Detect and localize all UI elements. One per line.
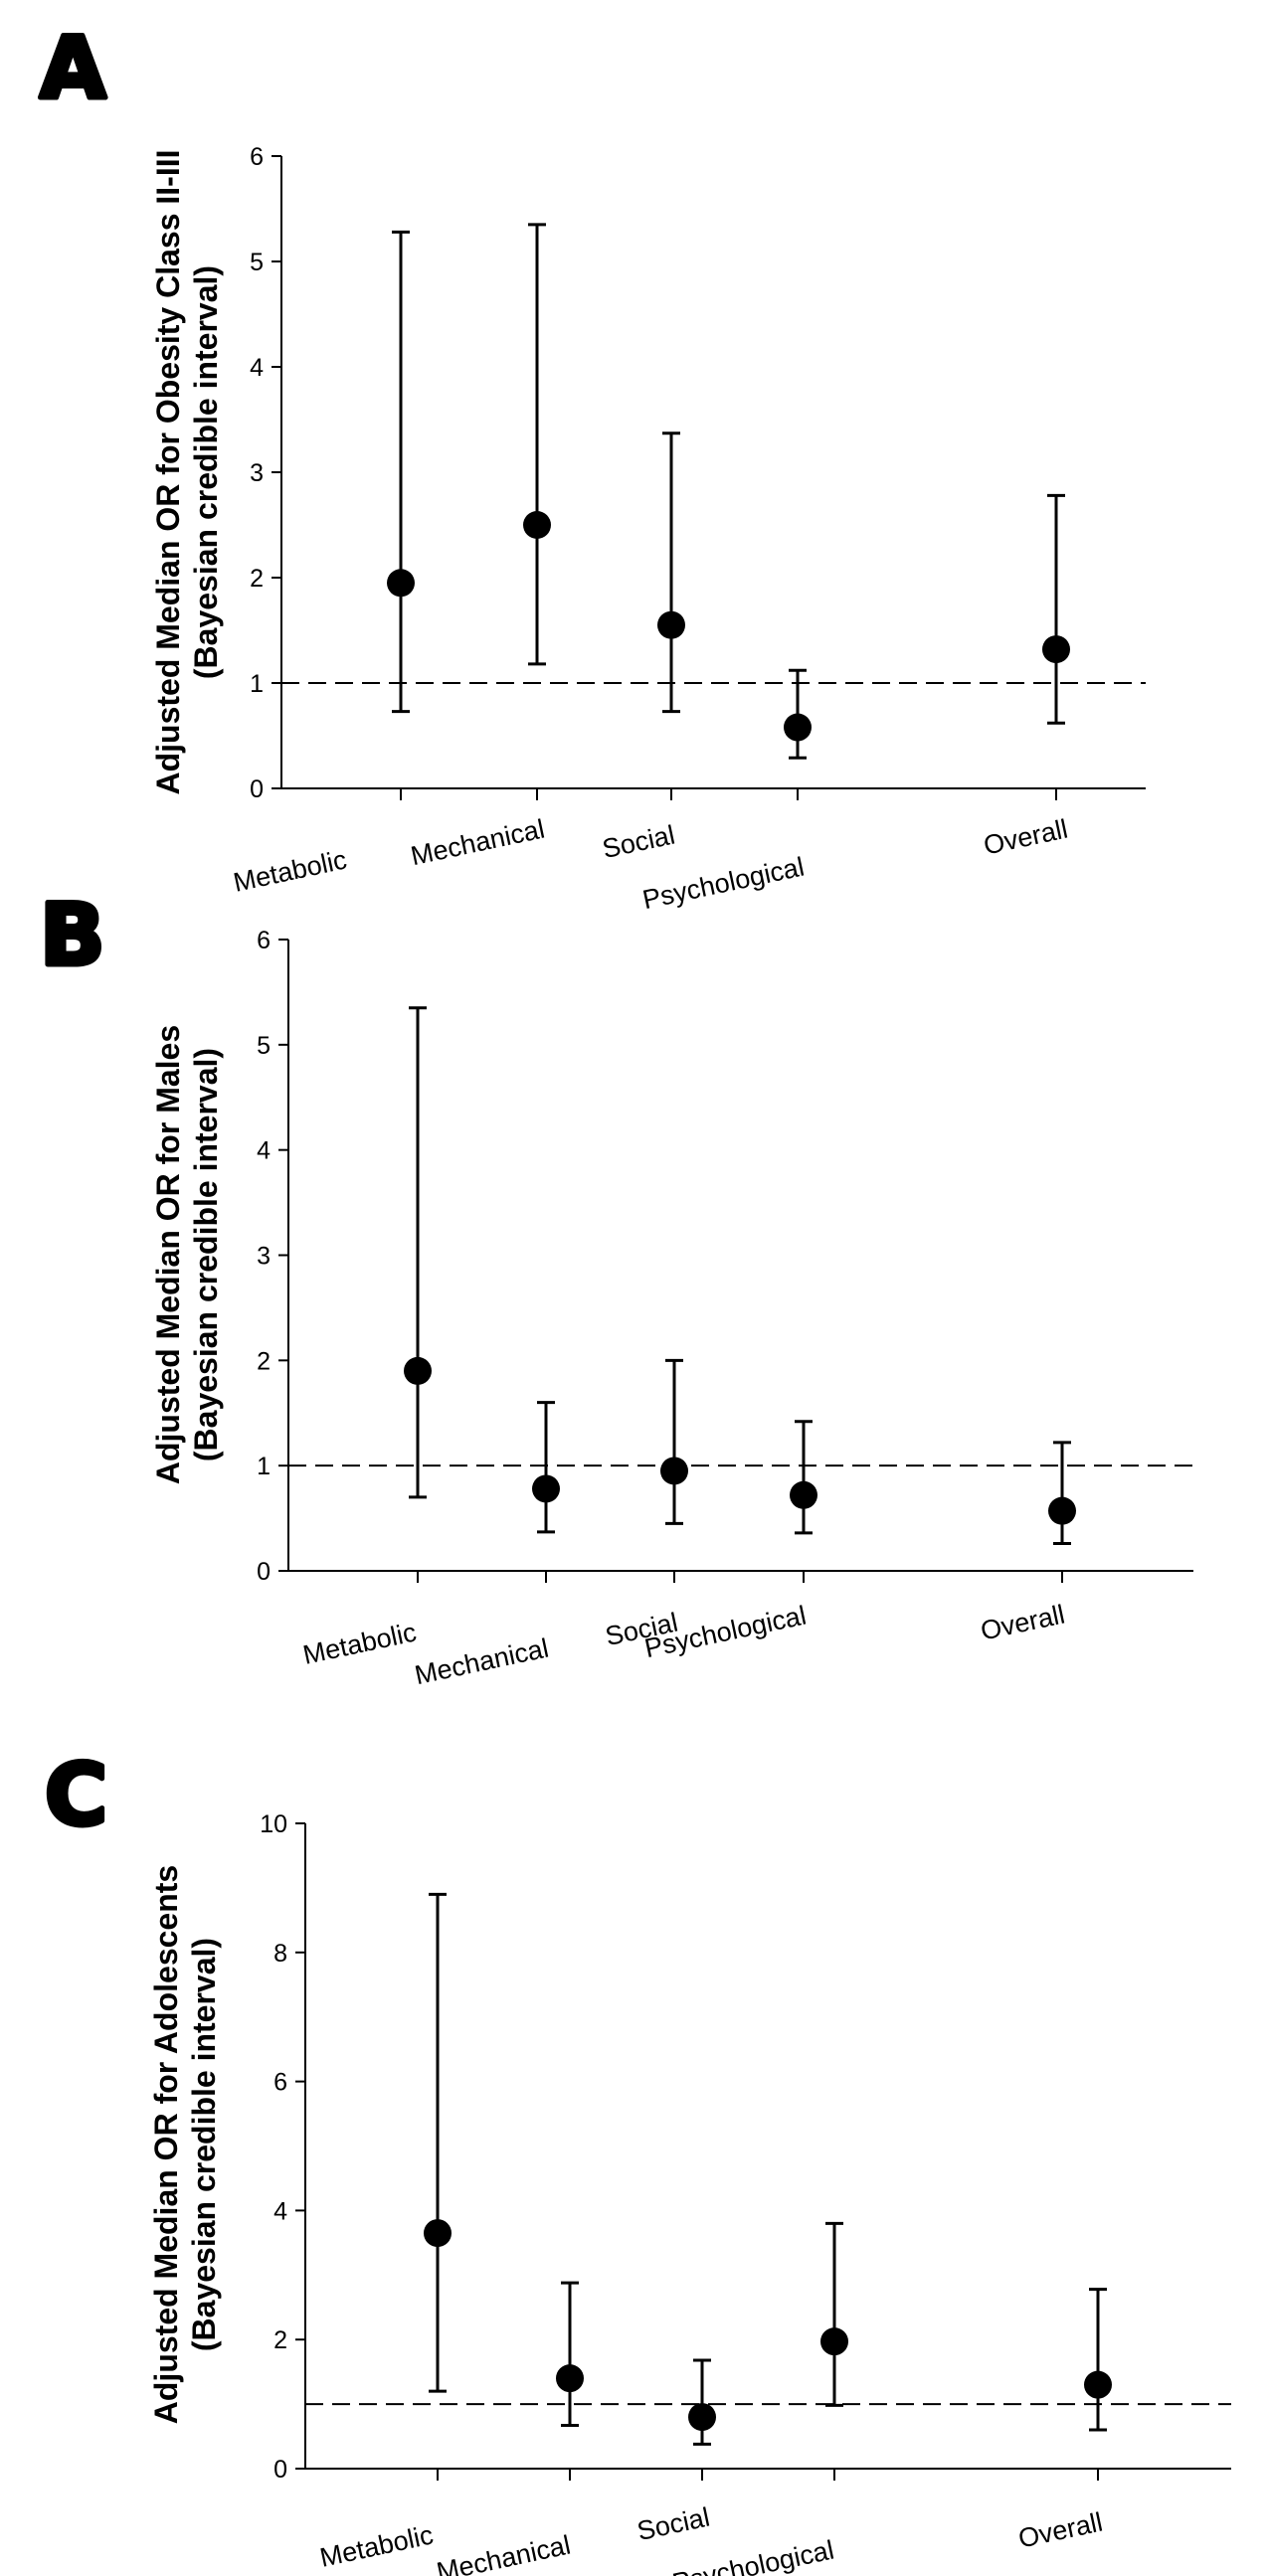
median-point: [424, 2219, 452, 2248]
panel-letter: C: [45, 1746, 107, 1845]
median-point: [790, 1480, 817, 1509]
chart-panel-a: A 0 1 2 3 4 5 6 Adjusted Median OR for Obesity C…: [38, 17, 1146, 915]
y-axis-label: (Bayesian credible interval): [186, 1938, 222, 2351]
y-tick-label: 0: [250, 775, 264, 803]
data-point-group: [424, 1892, 452, 2393]
median-point: [556, 2364, 584, 2393]
median-point: [1048, 1496, 1076, 1525]
median-point: [532, 1474, 560, 1503]
y-axis-label: Adjusted Median OR for Obesity Class II-…: [150, 150, 186, 795]
y-tick-label: 2: [257, 1347, 271, 1375]
data-point-group: [820, 2221, 848, 2407]
data-point-group: [404, 1006, 432, 1499]
median-point: [784, 713, 812, 742]
y-tick-label: 1: [250, 670, 264, 698]
data-point-group: [660, 1358, 688, 1525]
median-point: [820, 2327, 848, 2356]
y-tick-label: 4: [257, 1137, 271, 1165]
data-point-group: [1048, 1441, 1076, 1545]
median-point: [688, 2403, 716, 2432]
data-point-group: [657, 431, 685, 714]
median-point: [1042, 635, 1070, 664]
y-tick-label: 10: [260, 1810, 287, 1838]
data-point-group: [1084, 2288, 1112, 2432]
data-point-group: [532, 1401, 560, 1534]
y-tick-label: 4: [250, 354, 264, 382]
data-point-group: [1042, 493, 1070, 725]
y-tick-label: 3: [257, 1243, 271, 1271]
y-tick-label: 6: [257, 927, 271, 954]
y-tick-label: 4: [273, 2197, 287, 2225]
data-point-group: [523, 223, 551, 666]
panel-letter: B: [40, 886, 105, 985]
y-tick-label: 6: [250, 143, 264, 171]
y-tick-label: 8: [273, 1940, 287, 1968]
y-axis-label: (Bayesian credible interval): [188, 265, 224, 679]
data-point-group: [556, 2281, 584, 2428]
y-axis-label: (Bayesian credible interval): [188, 1048, 224, 1461]
data-point-group: [790, 1420, 817, 1535]
median-point: [657, 610, 685, 639]
y-tick-label: 1: [257, 1453, 271, 1480]
y-tick-label: 0: [273, 2456, 287, 2484]
median-point: [660, 1457, 688, 1485]
y-axis-label: Adjusted Median OR for Adolescents: [148, 1865, 184, 2424]
data-point-group: [387, 230, 415, 714]
median-point: [523, 511, 551, 539]
y-axis-label: Adjusted Median OR for Males: [150, 1025, 186, 1484]
y-tick-label: 2: [273, 2326, 287, 2354]
data-point-group: [688, 2358, 716, 2446]
y-tick-label: 0: [257, 1558, 271, 1586]
y-tick-label: 2: [250, 565, 264, 593]
median-point: [404, 1356, 432, 1385]
panel-letter: A: [40, 19, 106, 118]
y-tick-label: 5: [250, 249, 264, 276]
data-point-group: [784, 668, 812, 760]
median-point: [1084, 2370, 1112, 2399]
y-tick-label: 5: [257, 1032, 271, 1060]
y-tick-label: 3: [250, 459, 264, 487]
median-point: [387, 569, 415, 598]
y-tick-label: 6: [273, 2069, 287, 2097]
